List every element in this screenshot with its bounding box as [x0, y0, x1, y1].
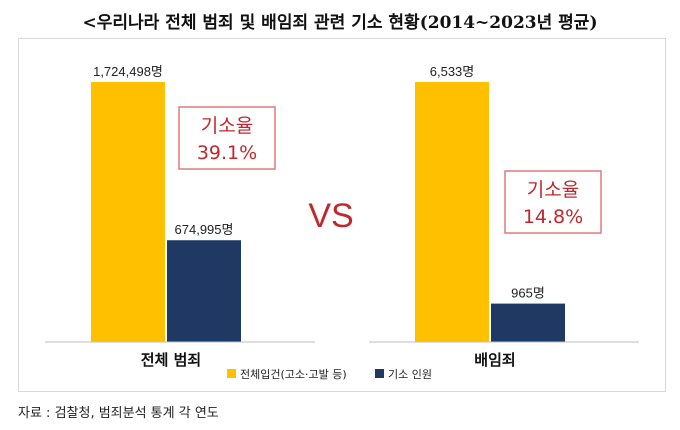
- data-label-breach-filed: 6,533명: [430, 64, 475, 79]
- rate-value-total: 39.1%: [197, 142, 257, 164]
- legend-label-indicted: 기소 인원: [388, 368, 432, 381]
- bar-breach-filed: [415, 82, 489, 342]
- bar-total-filed: [91, 82, 165, 342]
- vs-label: VS: [308, 197, 353, 235]
- data-label-total-indicted: 674,995명: [175, 222, 234, 237]
- bar-total-indicted: [167, 240, 241, 342]
- source-note: 자료 : 검찰청, 범죄분석 통계 각 연도: [18, 406, 219, 421]
- data-label-breach-indicted: 965명: [511, 286, 545, 301]
- rate-box-breach: [504, 170, 602, 234]
- rate-box-total: [178, 106, 276, 170]
- category-label-breach: 배임죄: [474, 351, 515, 369]
- rate-value-breach: 14.8%: [523, 206, 583, 228]
- legend-swatch-filed: [227, 369, 236, 378]
- rate-label-total: 기소율: [201, 115, 253, 137]
- rate-label-breach: 기소율: [527, 179, 579, 201]
- bar-breach-indicted: [491, 303, 565, 342]
- legend-swatch-indicted: [375, 369, 384, 378]
- data-label-total-filed: 1,724,498명: [93, 64, 163, 79]
- category-label-total: 전체 범죄: [141, 351, 201, 369]
- legend-label-filed: 전체입건(고소·고발 등): [240, 368, 347, 381]
- chart-title: <우리나라 전체 범죄 및 배임죄 관련 기소 현황(2014~2023년 평균…: [82, 13, 598, 33]
